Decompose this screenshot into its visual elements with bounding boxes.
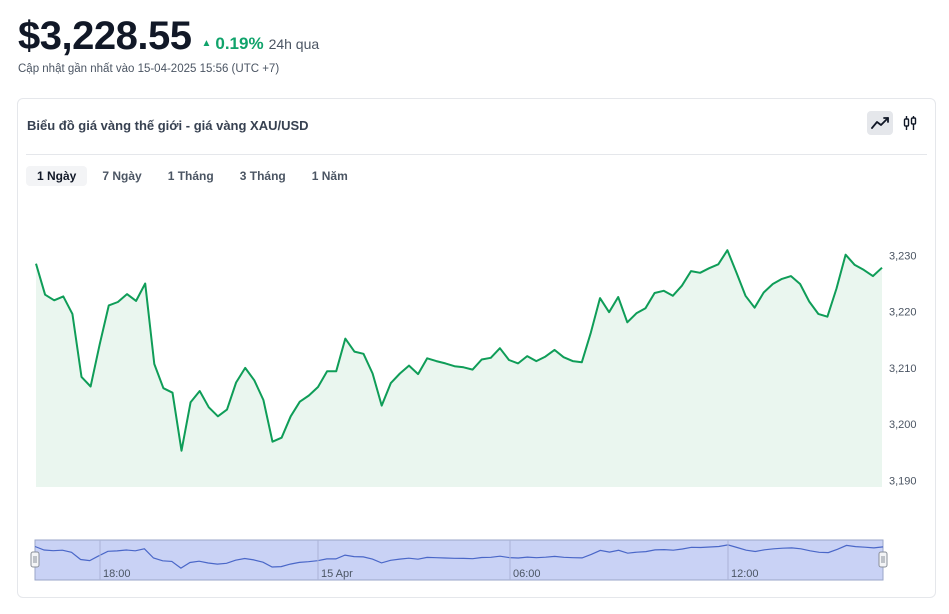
candlestick-icon <box>903 116 917 130</box>
y-axis: 3,190 3,200 3,210 3,220 3,230 <box>889 250 917 487</box>
candlestick-button[interactable] <box>897 111 923 135</box>
navigator-right-handle[interactable] <box>878 551 888 568</box>
chart-type-toggle <box>867 111 923 135</box>
price-change: ▲ 0.19% <box>201 34 263 54</box>
change-period-label: 24h qua <box>268 36 320 52</box>
y-tick-label: 3,190 <box>889 476 917 488</box>
trend-up-icon: ▲ <box>201 38 212 49</box>
y-tick-label: 3,220 <box>889 307 917 319</box>
tab-1-month[interactable]: 1 Tháng <box>167 169 214 183</box>
tab-1-year[interactable]: 1 Năm <box>311 169 348 183</box>
price-area <box>36 250 882 487</box>
navigator-selection[interactable] <box>34 539 884 581</box>
tab-7-days[interactable]: 7 Ngày <box>102 169 142 183</box>
navigator-time-label: 15 Apr <box>321 568 353 580</box>
navigator-line <box>34 544 884 569</box>
price-line <box>35 249 883 452</box>
range-navigator[interactable]: 18:00 15 Apr 06:00 12:00 <box>30 539 888 581</box>
time-range-tabs: 1 Ngày 7 Ngày 1 Tháng 3 Tháng 1 Năm <box>26 166 359 186</box>
plot-area <box>35 249 883 487</box>
price-row: $3,228.55 ▲ 0.19% 24h qua <box>18 14 319 59</box>
navigator-left-handle[interactable] <box>30 551 40 568</box>
navigator-time-label: 18:00 <box>103 568 131 580</box>
navigator-time-label: 12:00 <box>731 568 759 580</box>
last-updated-text: Cập nhật gần nhất vào 15-04-2025 15:56 (… <box>18 63 280 75</box>
tab-3-months[interactable]: 3 Tháng <box>239 169 286 183</box>
navigator-time-label: 06:00 <box>513 568 541 580</box>
change-percent: 0.19% <box>215 34 264 53</box>
tab-1-day[interactable]: 1 Ngày <box>26 166 88 186</box>
card-divider <box>26 154 927 155</box>
current-price: $3,228.55 <box>18 14 192 58</box>
line-chart-icon <box>871 117 889 129</box>
chart-title: Biểu đồ giá vàng thế giới - giá vàng XAU… <box>27 118 309 133</box>
line-chart-button[interactable] <box>867 111 893 135</box>
y-tick-label: 3,210 <box>889 363 917 375</box>
y-tick-label: 3,230 <box>889 250 917 262</box>
y-tick-label: 3,200 <box>889 419 917 431</box>
